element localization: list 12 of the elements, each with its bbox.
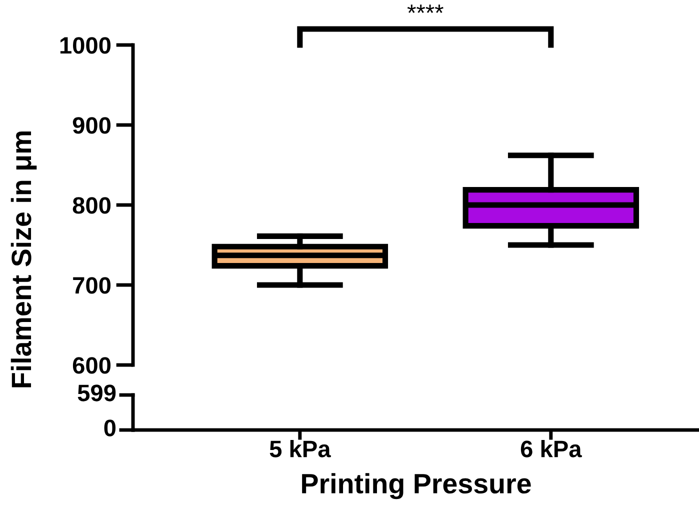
x-tick-label: 6 kPa bbox=[520, 440, 582, 458]
y-tick-label: 600 bbox=[72, 357, 111, 374]
text: **** bbox=[407, 4, 444, 13]
y-tick-label: 1000 bbox=[60, 37, 111, 54]
x-tick-label: 5 kPa bbox=[270, 440, 331, 458]
text: 0 bbox=[104, 420, 116, 436]
x-axis-title: Printing Pressure bbox=[302, 473, 531, 500]
y-tick-label: 900 bbox=[72, 117, 111, 134]
y-tick-label: 700 bbox=[73, 277, 111, 294]
y-axis-title: Filament Size in μm bbox=[10, 131, 37, 388]
y-tick-label: 800 bbox=[72, 197, 111, 214]
text: 599 bbox=[78, 384, 116, 402]
